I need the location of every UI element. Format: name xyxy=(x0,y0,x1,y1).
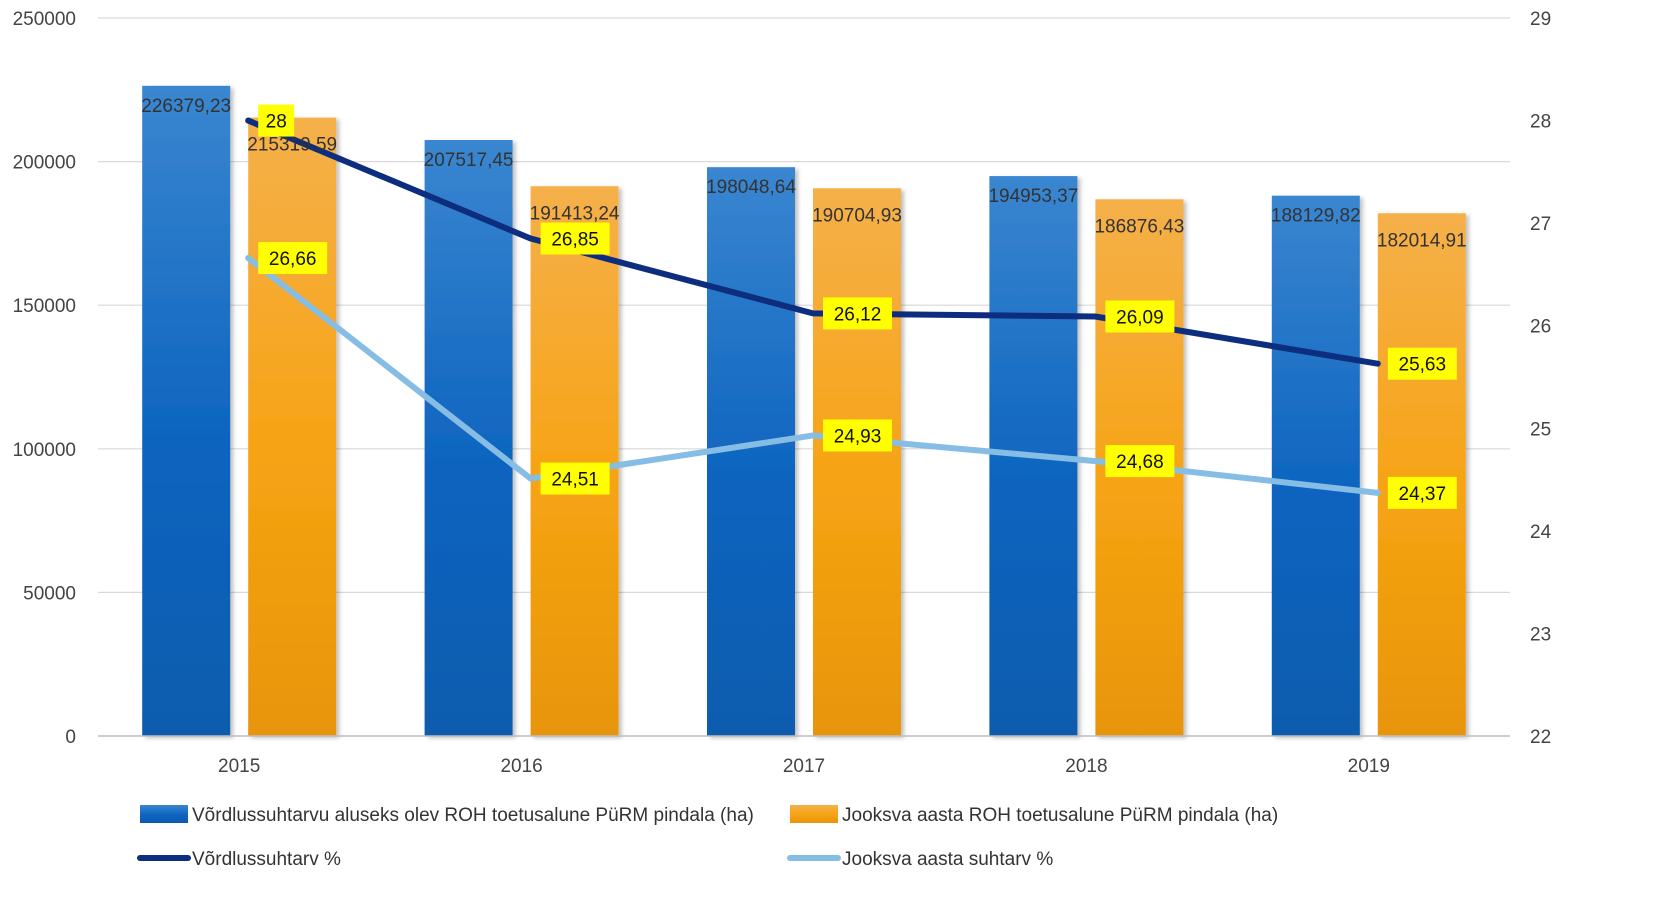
percent-label-text: 26,09 xyxy=(1116,307,1164,328)
legend-label: Võrdlussuhtarv % xyxy=(192,849,341,870)
percent-label-box xyxy=(823,419,892,452)
percent-label-box xyxy=(258,104,295,137)
line-baseline-ratio[interactable] xyxy=(245,117,1381,367)
percent-label-box xyxy=(1387,476,1457,509)
y2-tick-label: 25 xyxy=(1530,419,1551,440)
percent-label-baseline-ratio: 26,12 xyxy=(823,297,892,330)
x-tick-label: 2017 xyxy=(783,756,825,777)
lines xyxy=(245,117,1381,496)
y2-tick-label: 29 xyxy=(1530,9,1551,30)
legend-item[interactable]: Jooksva aasta ROH toetusalune PüRM pinda… xyxy=(790,805,1278,826)
y2-tick-label: 28 xyxy=(1530,112,1551,133)
bar-label-baseline-area: 207517,45 xyxy=(424,150,514,171)
bar-label-baseline-area: 194953,37 xyxy=(988,186,1078,207)
y2-tick-label: 24 xyxy=(1530,522,1552,543)
legend-label: Võrdlussuhtarvu aluseks olev ROH toetusa… xyxy=(192,805,754,826)
percent-label-baseline-ratio: 26,09 xyxy=(1105,300,1175,333)
axes: 0 50000 100000 150000 200000 250000 22 23 24 25 26… xyxy=(13,9,1552,777)
line-current-ratio[interactable] xyxy=(245,255,1381,496)
bar-label-current-area: 215319.59 xyxy=(247,135,337,156)
percent-label-text: 26,12 xyxy=(834,304,882,325)
bar-label-current-area: 191413,24 xyxy=(530,203,620,224)
percent-label-text: 24,93 xyxy=(834,426,882,447)
percent-label-current-ratio: 24,37 xyxy=(1387,476,1457,509)
x-tick-label: 2019 xyxy=(1348,756,1390,777)
percent-label-box xyxy=(540,222,610,255)
bar-baseline-area[interactable] xyxy=(1271,195,1360,736)
bar-label-current-area: 186876,43 xyxy=(1094,216,1184,237)
bar-label-current-area: 190704,93 xyxy=(812,205,902,226)
x-tick-label: 2018 xyxy=(1065,756,1107,777)
percent-label-box xyxy=(540,462,610,495)
x-tick-label: 2016 xyxy=(500,756,542,777)
bar-current-area[interactable] xyxy=(248,117,337,737)
y-tick-label: 0 xyxy=(65,727,76,748)
percent-label-text: 25,63 xyxy=(1399,355,1447,376)
y-tick-label: 200000 xyxy=(13,153,76,174)
percent-label-baseline-ratio: 28 xyxy=(258,104,295,137)
percent-label-text: 26,85 xyxy=(551,230,599,251)
percent-label-box xyxy=(1105,300,1175,333)
percent-label-box xyxy=(1105,445,1175,478)
bar-label-baseline-area: 226379,23 xyxy=(141,96,231,117)
bar-baseline-area[interactable] xyxy=(424,140,513,736)
bar-current-area[interactable] xyxy=(530,186,619,736)
bars xyxy=(142,85,1466,737)
y2-tick-label: 22 xyxy=(1530,727,1551,748)
y2-tick-label: 27 xyxy=(1530,214,1551,235)
percent-label-box xyxy=(823,297,892,330)
bar-data-labels: 226379,23 215319.59 207517,45 191413,24 1980… xyxy=(141,96,1466,251)
percent-label-box xyxy=(1387,347,1457,380)
bar-label-current-area: 182014,91 xyxy=(1377,230,1467,251)
y-tick-label: 150000 xyxy=(13,296,76,317)
legend-swatch xyxy=(790,805,838,823)
percent-label-current-ratio: 24,68 xyxy=(1105,445,1175,478)
percent-label-current-ratio: 26,66 xyxy=(258,242,328,275)
percent-label-text: 24,68 xyxy=(1116,452,1164,473)
y-tick-label: 100000 xyxy=(13,440,76,461)
legend-label: Jooksva aasta ROH toetusalune PüRM pinda… xyxy=(842,805,1278,826)
percent-label-text: 26,66 xyxy=(269,249,317,270)
percent-label-text: 28 xyxy=(266,112,287,133)
percent-data-labels: 28 26,85 26,12 26,09 25,63 26,66 24,51 24,93 24,… xyxy=(258,104,1457,509)
legend-label: Jooksva aasta suhtarv % xyxy=(842,849,1053,870)
legend-item[interactable]: Võrdlussuhtarvu aluseks olev ROH toetusa… xyxy=(140,805,754,826)
bar-label-baseline-area: 198048,64 xyxy=(706,177,796,198)
percent-label-current-ratio: 24,93 xyxy=(823,419,892,452)
bar-current-area[interactable] xyxy=(1377,213,1466,736)
percent-label-box xyxy=(258,242,328,275)
legend-swatch xyxy=(140,805,188,823)
y2-tick-label: 23 xyxy=(1530,624,1551,645)
bar-current-area[interactable] xyxy=(813,188,901,737)
percent-label-text: 24,51 xyxy=(551,470,599,491)
percent-label-baseline-ratio: 26,85 xyxy=(540,222,610,255)
y2-tick-label: 26 xyxy=(1530,317,1551,338)
legend-item[interactable]: Võrdlussuhtarv % xyxy=(137,849,341,870)
legend-item[interactable]: Jooksva aasta suhtarv % xyxy=(787,849,1053,870)
y-tick-label: 250000 xyxy=(13,9,76,30)
percent-label-text: 24,37 xyxy=(1399,484,1447,505)
x-tick-label: 2015 xyxy=(218,756,260,777)
percent-label-current-ratio: 24,51 xyxy=(540,462,610,495)
legend: Võrdlussuhtarvu aluseks olev ROH toetusa… xyxy=(137,805,1278,870)
bar-label-baseline-area: 188129,82 xyxy=(1271,206,1361,227)
bar-baseline-area[interactable] xyxy=(142,85,231,736)
percent-label-baseline-ratio: 25,63 xyxy=(1387,347,1457,380)
y-tick-label: 50000 xyxy=(23,583,76,604)
